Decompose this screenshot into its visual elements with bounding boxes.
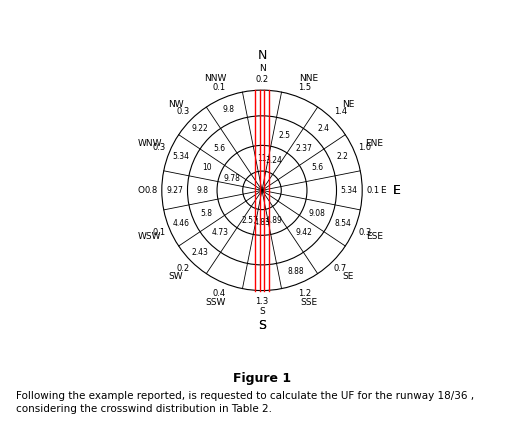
Text: 0.3: 0.3 [152,143,166,152]
Text: 1.4: 1.4 [334,107,347,116]
Text: 5.6: 5.6 [311,163,323,172]
Text: SSE: SSE [300,298,317,307]
Text: 9.08: 9.08 [309,209,325,218]
Text: 0.8: 0.8 [144,186,158,195]
Text: SE: SE [342,272,354,281]
Text: 2.57: 2.57 [241,216,258,225]
Text: 8.88: 8.88 [287,266,304,275]
Text: NNE: NNE [299,74,318,82]
Text: 2.5: 2.5 [279,131,291,140]
Text: 2.4: 2.4 [318,124,330,133]
Text: 0.3: 0.3 [177,107,190,116]
Text: 1.5: 1.5 [298,83,311,92]
Text: N: N [257,49,267,62]
Text: considering the crosswind distribution in Table 2.: considering the crosswind distribution i… [16,404,272,415]
Text: NW: NW [168,100,184,109]
Text: 9.8: 9.8 [223,105,235,114]
Text: 1.0: 1.0 [358,143,371,152]
Text: 0.3: 0.3 [358,228,372,237]
Text: 2.2: 2.2 [337,152,348,162]
Text: 9.78: 9.78 [224,173,241,183]
Text: S: S [259,307,265,316]
Text: E: E [380,186,386,195]
Text: 1.2: 1.2 [298,288,311,297]
Text: 9.8: 9.8 [196,186,208,195]
Text: 5.8: 5.8 [201,209,213,218]
Text: NNW: NNW [204,74,227,82]
Text: Following the example reported, is requested to calculate the UF for the runway : Following the example reported, is reque… [16,390,474,401]
Text: SW: SW [169,272,183,281]
Text: 0.1: 0.1 [367,186,380,195]
Text: 11: 11 [257,154,267,163]
Text: 0.4: 0.4 [213,288,226,297]
Text: 9.22: 9.22 [192,124,209,133]
Text: 5.34: 5.34 [341,186,358,195]
Text: 10: 10 [202,163,212,172]
Text: 2.43: 2.43 [192,247,209,257]
Text: 9.42: 9.42 [296,228,313,237]
Text: SSW: SSW [205,298,226,307]
Text: 4.46: 4.46 [173,219,190,228]
Text: 9.27: 9.27 [166,186,183,195]
Text: 5.34: 5.34 [173,152,190,162]
Text: 0.7: 0.7 [334,264,347,273]
Text: 4.83: 4.83 [254,218,270,227]
Text: 2.37: 2.37 [296,144,313,153]
Text: O: O [137,186,144,195]
Text: S: S [258,319,266,332]
Text: WSW: WSW [138,232,161,241]
Text: S: S [258,319,266,332]
Text: ESE: ESE [366,232,383,241]
Text: NE: NE [342,100,354,109]
Text: 3.24: 3.24 [266,156,283,165]
Text: E: E [393,184,401,197]
Text: WNW: WNW [138,140,162,148]
Text: 4.89: 4.89 [266,216,283,225]
Text: N: N [259,64,265,74]
Text: 4.73: 4.73 [211,228,228,237]
Text: 0.2: 0.2 [255,75,269,84]
Text: 0.1: 0.1 [213,83,226,92]
Text: ENE: ENE [365,140,383,148]
Text: Figure 1: Figure 1 [233,372,291,385]
Text: 0.1: 0.1 [153,228,166,237]
Text: E: E [393,184,401,197]
Text: 0.2: 0.2 [177,264,190,273]
Text: 5.6: 5.6 [214,144,226,153]
Text: 1.3: 1.3 [255,297,269,306]
Text: 8.54: 8.54 [334,219,351,228]
